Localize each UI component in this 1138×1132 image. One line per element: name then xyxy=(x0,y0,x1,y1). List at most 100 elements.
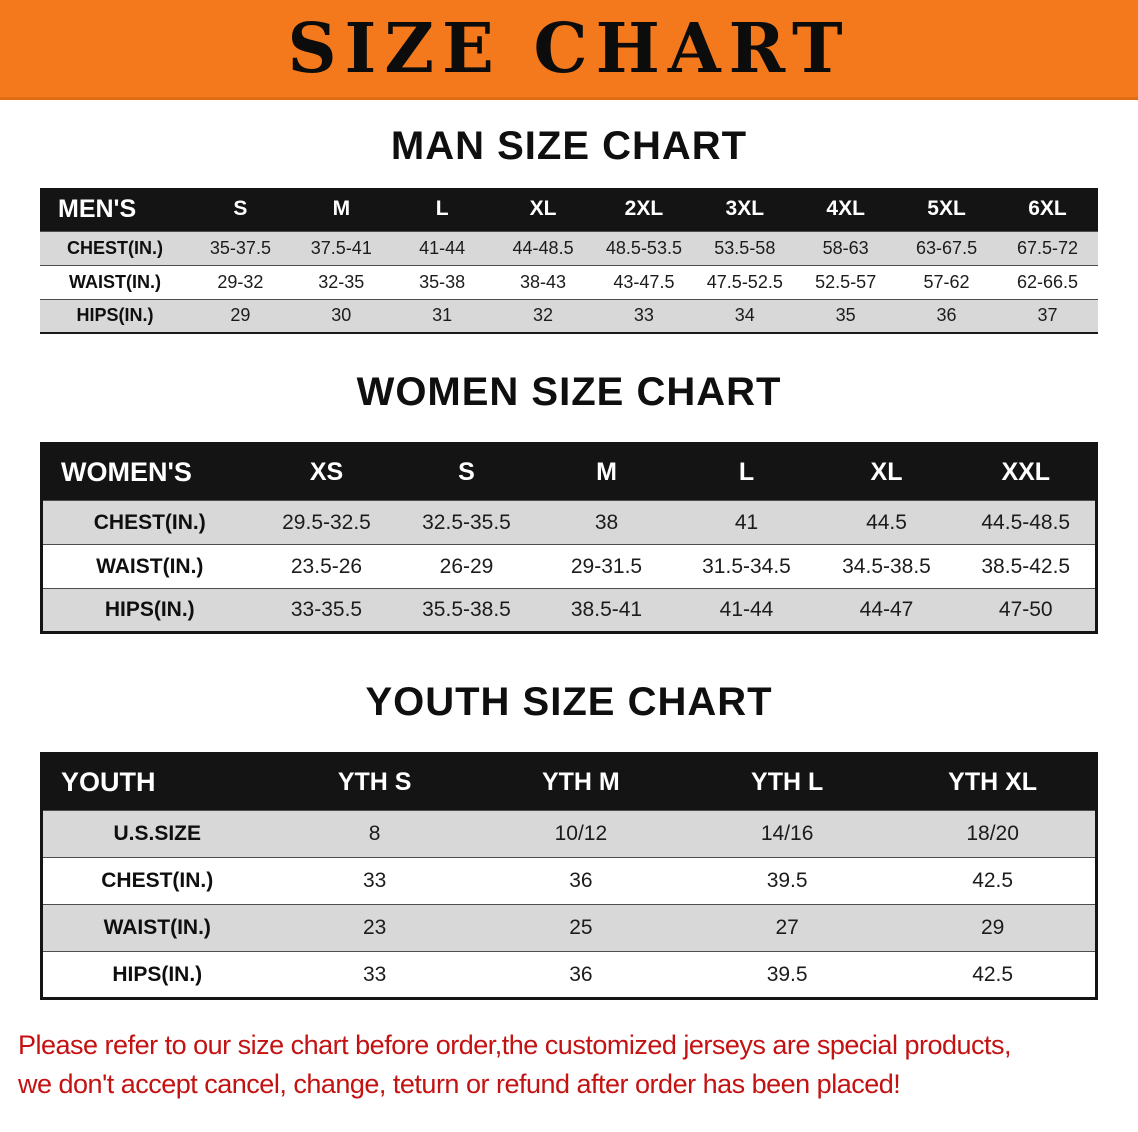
size-value-cell: 36 xyxy=(936,305,957,326)
size-value-cell: 63-67.5 xyxy=(916,237,978,258)
size-value-cell: 32-35 xyxy=(318,271,365,292)
size-value-cell: 38 xyxy=(594,510,619,534)
size-column-header: 4XL xyxy=(795,188,897,231)
size-value-cell: 36 xyxy=(569,962,593,986)
table-title-cell: MEN'S xyxy=(40,188,190,231)
table-row: HIPS(IN.) 29 30 31 32 33 34 35 36 37 xyxy=(40,299,1098,333)
size-value-cell: 29.5-32.5 xyxy=(282,510,371,534)
size-column-header: L xyxy=(676,443,817,501)
size-column-header: XL xyxy=(816,443,957,501)
table-row: WAIST(IN.) 23 25 27 29 xyxy=(41,904,1097,952)
size-value-cell: 37.5-41 xyxy=(310,237,372,258)
women-size-table: WOMEN'S XS S M L XL XXL CHEST(IN.) 29.5-32.5 32.5… xyxy=(40,442,1098,634)
size-value-cell: 14/16 xyxy=(760,822,814,845)
row-label: WAIST(IN.) xyxy=(103,916,211,939)
size-value-cell: 18/20 xyxy=(966,822,1019,845)
size-value-cell: 48.5-53.5 xyxy=(605,237,682,258)
size-value-cell: 29-32 xyxy=(217,271,264,292)
row-label: CHEST(IN.) xyxy=(67,237,163,258)
women-section: WOMEN SIZE CHART WOMEN'S XS S M L XL XXL CHEST(… xyxy=(0,370,1138,634)
size-value-cell: 29 xyxy=(980,916,1005,939)
size-column-header: M xyxy=(536,443,677,501)
size-value-cell: 10/12 xyxy=(554,822,608,845)
size-value-cell: 35-38 xyxy=(419,271,466,292)
size-value-cell: 29 xyxy=(230,305,251,326)
size-column-header: YTH XL xyxy=(890,753,1097,811)
youth-section-heading: YOUTH SIZE CHART xyxy=(365,680,773,724)
size-column-header: 3XL xyxy=(694,188,796,231)
size-value-cell: 53.5-58 xyxy=(714,237,776,258)
size-value-cell: 38.5-42.5 xyxy=(981,554,1071,578)
table-title-cell: WOMEN'S xyxy=(41,443,257,501)
table-row: U.S.SIZE 8 10/12 14/16 18/20 xyxy=(41,810,1097,858)
size-value-cell: 44-47 xyxy=(859,598,914,621)
size-value-cell: 41-44 xyxy=(419,237,466,258)
size-value-cell: 33 xyxy=(362,869,387,892)
size-value-cell: 42.5 xyxy=(972,869,1014,892)
size-value-cell: 42.5 xyxy=(972,962,1014,986)
size-column-header: 5XL xyxy=(896,188,997,231)
size-column-header: 2XL xyxy=(593,188,695,231)
table-row: CHEST(IN.) 35-37.5 37.5-41 41-44 44-48.5 48.5… xyxy=(40,231,1098,265)
title-banner: SIZE CHART xyxy=(0,0,1138,100)
size-value-cell: 41-44 xyxy=(719,598,774,621)
size-value-cell: 31 xyxy=(432,305,453,326)
size-value-cell: 30 xyxy=(331,305,352,326)
table-title-cell: YOUTH xyxy=(41,753,272,811)
table-header-row: YOUTH YTH S YTH M YTH L YTH XL xyxy=(41,753,1097,811)
size-value-cell: 41 xyxy=(734,510,759,534)
size-value-cell: 57-62 xyxy=(923,271,970,292)
size-value-cell: 47-50 xyxy=(998,598,1053,621)
row-label: HIPS(IN.) xyxy=(76,305,154,326)
size-value-cell: 52.5-57 xyxy=(815,271,877,292)
size-value-cell: 62-66.5 xyxy=(1016,271,1079,292)
size-column-header: S xyxy=(396,443,537,501)
size-value-cell: 38-43 xyxy=(520,271,567,292)
size-value-cell: 31.5-34.5 xyxy=(702,554,791,578)
row-label: CHEST(IN.) xyxy=(101,869,214,892)
size-value-cell: 33 xyxy=(633,305,654,326)
size-value-cell: 27 xyxy=(775,916,799,939)
size-value-cell: 47.5-52.5 xyxy=(706,271,783,292)
page-title: SIZE CHART xyxy=(287,8,851,89)
row-label: U.S.SIZE xyxy=(113,822,202,845)
youth-size-table: YOUTH YTH S YTH M YTH L YTH XL U.S.SIZE 8 10/12… xyxy=(40,752,1098,1000)
table-row: CHEST(IN.) 29.5-32.5 32.5-35.5 38 41 44.5 44.5… xyxy=(41,500,1097,545)
size-value-cell: 8 xyxy=(368,822,381,845)
table-row: CHEST(IN.) 33 36 39.5 42.5 xyxy=(41,857,1097,905)
men-section: MAN SIZE CHART MEN'S S M L XL 2XL 3XL 4XL 5XL 6XL… xyxy=(0,124,1138,334)
table-header-row: WOMEN'S XS S M L XL XXL xyxy=(41,443,1097,501)
table-row: HIPS(IN.) 33 36 39.5 42.5 xyxy=(41,951,1097,999)
women-section-heading: WOMEN SIZE CHART xyxy=(356,370,782,414)
size-value-cell: 25 xyxy=(569,916,593,939)
size-value-cell: 23.5-26 xyxy=(290,554,363,578)
size-value-cell: 35-37.5 xyxy=(209,237,271,258)
youth-section: YOUTH SIZE CHART YOUTH YTH S YTH M YTH L YTH… xyxy=(0,680,1138,1000)
table-row: WAIST(IN.) 23.5-26 26-29 29-31.5 31.5-34.5 34… xyxy=(41,544,1097,589)
size-column-header: YTH M xyxy=(477,753,684,811)
size-column-header: YTH L xyxy=(684,753,891,811)
size-column-header: L xyxy=(391,188,493,231)
size-value-cell: 67.5-72 xyxy=(1016,237,1079,258)
size-column-header: YTH S xyxy=(271,753,478,811)
row-label: WAIST(IN.) xyxy=(69,271,161,292)
size-column-header: S xyxy=(190,188,291,231)
size-value-cell: 44.5 xyxy=(866,510,907,534)
men-section-heading: MAN SIZE CHART xyxy=(390,124,748,168)
size-value-cell: 35 xyxy=(835,305,856,326)
size-value-cell: 33 xyxy=(362,962,387,986)
order-notice: Please refer to our size chart before or… xyxy=(18,1026,1120,1104)
size-value-cell: 38.5-41 xyxy=(570,598,643,621)
size-value-cell: 36 xyxy=(569,869,593,892)
row-label: CHEST(IN.) xyxy=(93,510,206,534)
size-column-header: 6XL xyxy=(997,188,1098,231)
size-value-cell: 35.5-38.5 xyxy=(422,598,511,621)
size-value-cell: 32 xyxy=(533,305,554,326)
size-value-cell: 37 xyxy=(1037,305,1058,326)
size-value-cell: 26-29 xyxy=(439,554,494,578)
size-value-cell: 29-31.5 xyxy=(570,554,643,578)
size-value-cell: 43-47.5 xyxy=(613,271,675,292)
row-label: WAIST(IN.) xyxy=(96,554,204,578)
size-value-cell: 34.5-38.5 xyxy=(842,554,931,578)
size-column-header: XXL xyxy=(956,443,1097,501)
